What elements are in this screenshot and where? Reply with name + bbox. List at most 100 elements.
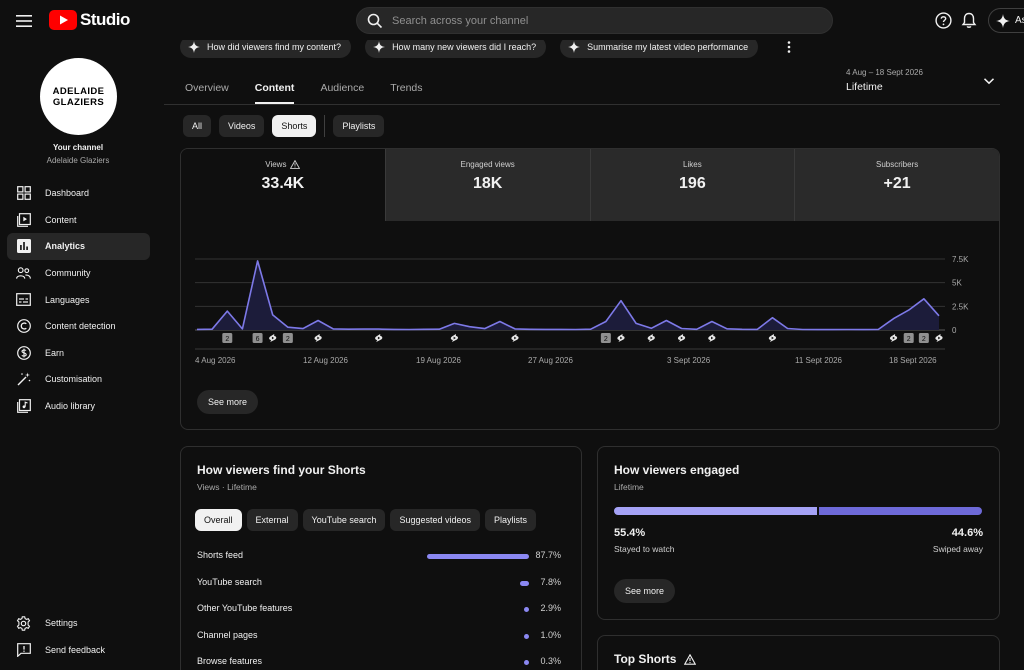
filter-playlists[interactable]: Playlists	[333, 115, 385, 137]
ai-chip[interactable]: Summarise my latest video performance	[560, 40, 759, 58]
chip-external[interactable]: External	[246, 509, 298, 531]
filter-videos[interactable]: Videos	[219, 115, 265, 137]
tab-trends[interactable]: Trends	[390, 82, 423, 94]
sidebar-item-send-feedback[interactable]: Send feedback	[7, 637, 150, 664]
ai-chip-label: Summarise my latest video performance	[587, 42, 749, 52]
shorts-icon[interactable]	[889, 334, 898, 342]
x-tick-label: 3 Sept 2026	[667, 356, 711, 365]
sidebar-item-analytics[interactable]: Analytics	[7, 233, 150, 260]
list-item: Shorts feed 87.7%	[197, 550, 561, 564]
search-bar[interactable]	[356, 7, 833, 34]
ai-suggestion-chips: How did viewers find my content? How man…	[180, 40, 759, 58]
sidebar-item-customisation[interactable]: Customisation	[7, 366, 150, 393]
sidebar-item-audio-library[interactable]: Audio library	[7, 393, 150, 420]
sidebar-item-label: Audio library	[45, 401, 96, 412]
sidebar-item-community[interactable]: Community	[7, 260, 150, 287]
date-range-dates: 4 Aug – 18 Sept 2026	[846, 68, 923, 77]
video-count-badge[interactable]: 2	[222, 333, 233, 343]
analytics-icon	[16, 239, 31, 254]
more-options-icon[interactable]	[784, 40, 794, 54]
shorts-icon[interactable]	[935, 334, 943, 342]
shorts-icon[interactable]	[450, 334, 459, 342]
sidebar-item-label: Customisation	[45, 374, 103, 385]
video-count-badge[interactable]: 2	[903, 333, 914, 343]
studio-logo[interactable]: Studio	[49, 10, 130, 30]
sidebar: ADELAIDE GLAZIERS Your channel Adelaide …	[0, 40, 164, 670]
views-card: Views 33.4K Engaged views 18K Likes 196 …	[180, 148, 1000, 430]
source-percent: 0.3%	[540, 656, 561, 667]
filter-all[interactable]: All	[183, 115, 212, 137]
traffic-source-chips: Overall External YouTube search Suggeste…	[195, 509, 537, 531]
sparkle-icon	[568, 41, 581, 53]
tab-overview[interactable]: Overview	[185, 82, 229, 94]
list-item: Other YouTube features 2.9%	[197, 603, 561, 617]
shorts-icon[interactable]	[511, 334, 519, 342]
video-count-badge[interactable]: 2	[918, 333, 929, 343]
sidebar-item-dashboard[interactable]: Dashboard	[7, 180, 150, 207]
x-tick-label: 18 Sept 2026	[889, 356, 937, 365]
source-name: Other YouTube features	[197, 603, 293, 614]
see-more-button[interactable]: See more	[197, 390, 259, 414]
metric-subscribers[interactable]: Subscribers +21	[794, 149, 999, 221]
ask-studio-button[interactable]: As	[988, 8, 1024, 33]
community-icon	[16, 266, 31, 281]
date-range-picker[interactable]: 4 Aug – 18 Sept 2026 Lifetime	[846, 68, 923, 93]
filter-shorts[interactable]: Shorts	[272, 115, 317, 137]
shorts-icon[interactable]	[708, 334, 716, 342]
sidebar-item-languages[interactable]: Languages	[7, 286, 150, 313]
chevron-down-icon[interactable]	[982, 74, 996, 88]
sidebar-bottom-nav: Settings Send feedback	[7, 610, 150, 663]
notifications-icon[interactable]	[959, 10, 979, 30]
shorts-icon[interactable]	[768, 334, 777, 342]
ai-chip[interactable]: How did viewers find my content?	[180, 40, 352, 58]
logo-text: Studio	[80, 10, 130, 29]
list-item: Channel pages 1.0%	[197, 630, 561, 644]
video-count-badge[interactable]: 2	[600, 333, 611, 343]
ai-chip[interactable]: How many new viewers did I reach?	[365, 40, 547, 58]
card-title: Top Shorts	[614, 652, 677, 666]
youtube-logo-icon	[49, 10, 77, 30]
tab-audience[interactable]: Audience	[320, 82, 365, 94]
settings-icon	[16, 616, 31, 631]
shorts-icon[interactable]	[375, 334, 383, 342]
see-more-button[interactable]: See more	[614, 579, 676, 603]
chip-overall[interactable]: Overall	[195, 509, 242, 531]
search-input[interactable]	[392, 14, 812, 27]
metric-views[interactable]: Views 33.4K	[181, 149, 385, 221]
chip-suggested-videos[interactable]: Suggested videos	[390, 509, 480, 531]
shorts-icon[interactable]	[617, 334, 625, 342]
shorts-icon[interactable]	[647, 334, 655, 342]
metric-likes[interactable]: Likes 196	[589, 149, 795, 221]
help-icon[interactable]	[933, 10, 953, 30]
sidebar-item-content-detection[interactable]: Content detection	[7, 313, 150, 340]
search-icon	[367, 13, 383, 28]
tab-content[interactable]: Content	[254, 74, 294, 104]
metric-label: Subscribers	[876, 160, 919, 169]
sidebar-item-earn[interactable]: Earn	[7, 340, 150, 367]
shorts-icon[interactable]	[269, 334, 277, 342]
engagement-card: How viewers engaged Lifetime 55.4% Staye…	[597, 446, 1000, 620]
y-tick-label: 7.5K	[952, 255, 969, 264]
shorts-icon[interactable]	[677, 334, 686, 342]
avatar-line-2: GLAZIERS	[52, 96, 105, 108]
chip-playlists[interactable]: Playlists	[485, 509, 537, 531]
sidebar-item-content[interactable]: Content	[7, 207, 150, 234]
channel-avatar[interactable]: ADELAIDE GLAZIERS	[40, 58, 117, 135]
sidebar-item-label: Analytics	[45, 241, 86, 252]
sparkle-icon	[188, 41, 200, 53]
y-tick-label: 0	[952, 326, 957, 335]
metric-engaged-views[interactable]: Engaged views 18K	[384, 149, 590, 221]
content-icon	[16, 212, 31, 227]
shorts-icon[interactable]	[314, 334, 322, 342]
video-count-badge[interactable]: 6	[252, 333, 263, 343]
source-name: Channel pages	[197, 629, 258, 640]
svg-text:2: 2	[907, 336, 911, 343]
chip-youtube-search[interactable]: YouTube search	[302, 509, 386, 531]
svg-text:6: 6	[256, 336, 260, 343]
menu-icon[interactable]	[12, 9, 36, 33]
sidebar-item-settings[interactable]: Settings	[7, 610, 150, 637]
video-count-badge[interactable]: 2	[282, 333, 293, 343]
source-percent: 1.0%	[540, 629, 561, 640]
views-line[interactable]	[196, 260, 940, 331]
source-percent: 2.9%	[540, 603, 561, 614]
